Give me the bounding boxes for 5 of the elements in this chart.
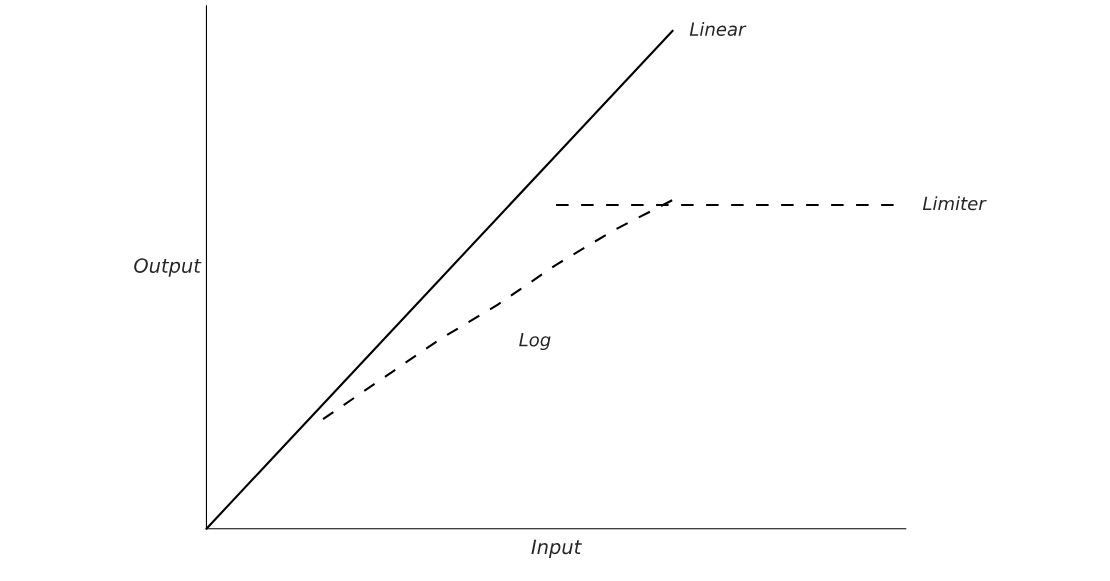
y-axis-title: Output bbox=[134, 258, 202, 277]
series-label: Linear bbox=[689, 21, 747, 36]
series-label: Limiter bbox=[922, 196, 987, 211]
series-label: Log bbox=[519, 333, 551, 351]
x-axis-title: Input bbox=[531, 539, 582, 558]
